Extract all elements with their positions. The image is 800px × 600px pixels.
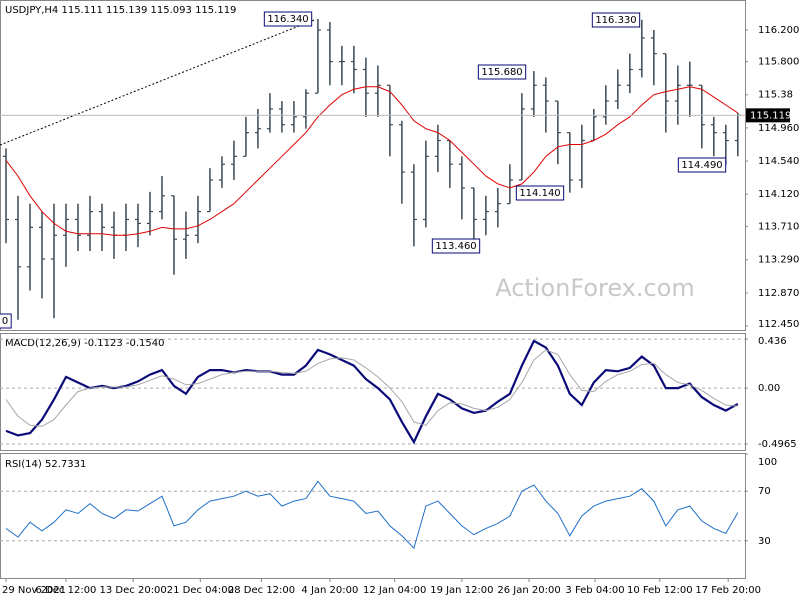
annotation-box	[477, 64, 527, 80]
watermark: ActionForex.com	[495, 274, 695, 302]
y-tick-label: 115.800	[758, 57, 799, 68]
x-tick-label: 6 Dec 12:00	[36, 585, 97, 596]
y-tick-label: 70	[758, 486, 771, 497]
trend-line	[0, 19, 315, 146]
x-tick-label: 19 Jan 12:00	[430, 585, 493, 596]
x-tick-label: 12 Jan 04:00	[363, 585, 426, 596]
price-annotation: 114.490	[681, 160, 722, 171]
y-tick-label: 114.960	[758, 123, 799, 134]
rsi-panel	[0, 453, 746, 579]
y-tick-label: 114.120	[758, 189, 799, 200]
last-price-box	[746, 108, 790, 123]
x-tick-label: 3 Feb 04:00	[565, 585, 624, 596]
x-tick-label: 21 Dec 04:00	[167, 585, 234, 596]
y-tick-label: -0.4965	[758, 439, 797, 450]
price-annotation: 114.140	[519, 188, 560, 199]
y-tick-label: 0.436	[758, 336, 787, 347]
annotation-box	[0, 313, 12, 329]
x-tick-label: 13 Dec 20:00	[100, 585, 167, 596]
panel-title: MACD(12,26,9) -0.1123 -0.1540	[5, 338, 165, 349]
price-annotation: 113.460	[435, 241, 476, 252]
y-tick-label: 0.00	[758, 383, 780, 394]
x-tick-label: 26 Jan 20:00	[497, 585, 560, 596]
y-tick-label: 113.710	[758, 222, 799, 233]
y-tick-label: 112.870	[758, 288, 799, 299]
y-tick-label: 113.290	[758, 255, 799, 266]
series-line	[5, 349, 738, 427]
series-line	[5, 480, 739, 550]
price-annotation: 116.340	[267, 14, 308, 25]
y-tick-label: 30	[758, 536, 771, 547]
x-tick-label: 28 Dec 12:00	[228, 585, 295, 596]
panel-title: RSI(14) 52.7331	[5, 459, 86, 470]
macd-panel	[0, 333, 746, 451]
price-annotation: 115.680	[481, 67, 522, 78]
annotation-box	[591, 12, 641, 28]
annotation-box	[431, 238, 481, 254]
x-tick-label: 10 Feb 12:00	[627, 585, 693, 596]
x-tick-label: 29 Nov 2021	[2, 585, 66, 596]
price-annotation: 116.330	[595, 15, 636, 26]
price-panel	[0, 0, 746, 331]
moving-average	[5, 86, 739, 236]
last-price-label: 115.119	[750, 110, 791, 121]
y-tick-label: 100	[758, 457, 777, 468]
y-tick-label: 115.38	[758, 90, 793, 101]
panel-title: USDJPY,H4 115.111 115.139 115.093 115.11…	[5, 5, 236, 16]
y-tick-label: 116.200	[758, 25, 799, 36]
y-tick-label: 112.450	[758, 319, 799, 330]
annotation-box	[263, 11, 313, 27]
y-tick-label: 114.540	[758, 156, 799, 167]
price-annotation: 0	[2, 316, 8, 327]
x-tick-label: 4 Jan 20:00	[301, 585, 358, 596]
annotation-box	[515, 185, 565, 201]
series-line	[5, 339, 739, 445]
annotation-box	[677, 157, 727, 173]
x-tick-label: 17 Feb 20:00	[695, 585, 761, 596]
